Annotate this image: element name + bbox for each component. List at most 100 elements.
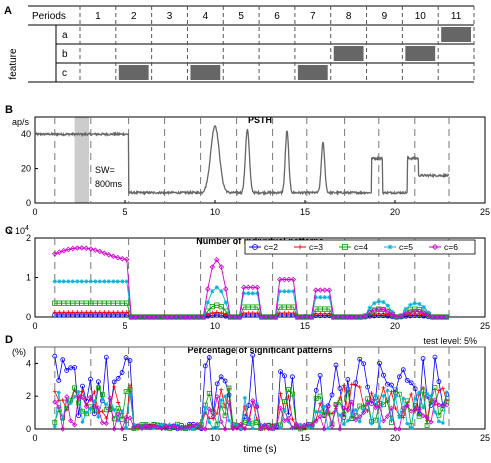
- pct-marker-c=3: [393, 406, 398, 411]
- series-marker-c=6: [250, 284, 256, 291]
- series-marker-c=5: [327, 295, 332, 300]
- pct-marker-c=2: [246, 403, 252, 408]
- pct-marker-c=6: [349, 399, 355, 405]
- pct-marker-c=5: [405, 421, 410, 426]
- pct-marker-c=3: [116, 400, 121, 405]
- series-marker-c=6: [434, 314, 441, 320]
- series-marker-c=5: [57, 279, 62, 284]
- pct-marker-c=6: [270, 425, 276, 432]
- series-marker-c=6: [191, 314, 198, 320]
- pct-marker-c=3: [389, 389, 394, 394]
- test-level-label: test level: 5%: [423, 336, 477, 346]
- pct-marker-c=5: [72, 394, 77, 399]
- series-marker-c=5: [120, 279, 125, 284]
- pct-marker-c=2: [119, 370, 125, 375]
- pct-marker-c=5: [341, 422, 346, 427]
- pct-marker-c=5: [349, 411, 354, 416]
- series-marker-c=6: [74, 245, 81, 251]
- pct-marker-c=2: [222, 378, 228, 384]
- pct-marker-c=5: [373, 393, 378, 398]
- pct-marker-c=3: [353, 383, 358, 388]
- series-marker-c=5: [408, 302, 413, 308]
- pct-marker-c=6: [103, 420, 109, 427]
- series-marker-c=3: [120, 310, 125, 315]
- plot-title-b: PSTH: [248, 115, 272, 125]
- series-marker-c=6: [160, 314, 166, 320]
- legend-label-c=5: c=5: [399, 242, 413, 252]
- series-marker-c=5: [417, 301, 422, 307]
- pct-marker-c=3: [92, 389, 97, 394]
- pct-marker-c=5: [278, 425, 283, 430]
- series-marker-c=6: [227, 314, 234, 320]
- series-marker-c=6: [385, 308, 391, 315]
- series-marker-c=6: [106, 251, 112, 258]
- pct-marker-c=3: [278, 391, 283, 396]
- pct-marker-c=5: [60, 417, 65, 422]
- series-marker-c=6: [344, 314, 351, 320]
- series-marker-c=6: [155, 314, 162, 320]
- pct-marker-c=4: [286, 387, 291, 393]
- pct-marker-c=3: [401, 415, 406, 420]
- pct-marker-c=6: [167, 424, 173, 430]
- pct-marker-c=2: [115, 376, 121, 381]
- panel-label-c: C: [5, 225, 13, 237]
- pct-marker-c=2: [218, 374, 224, 380]
- pct-marker-c=6: [174, 424, 181, 430]
- pct-marker-c=2: [282, 373, 287, 379]
- pct-marker-c=5: [345, 418, 350, 423]
- pct-marker-c=6: [384, 413, 391, 420]
- pct-marker-c=5: [381, 393, 386, 398]
- pct-marker-c=6: [210, 413, 216, 420]
- x-tick-label: 25: [480, 321, 490, 331]
- series-marker-c=4: [124, 300, 130, 306]
- x-tick-label: 20: [390, 433, 400, 443]
- pct-marker-c=5: [444, 390, 449, 395]
- pct-marker-c=3: [219, 387, 224, 392]
- series-marker-c=6: [322, 287, 328, 293]
- pct-marker-c=5: [88, 406, 93, 411]
- pct-marker-c=2: [88, 376, 93, 382]
- pct-marker-c=6: [246, 416, 252, 422]
- pct-marker-c=5: [211, 426, 216, 431]
- pct-marker-c=6: [64, 394, 70, 400]
- pct-marker-c=5: [100, 396, 105, 401]
- series-marker-c=6: [304, 314, 310, 320]
- series-marker-c=5: [111, 279, 116, 284]
- pct-marker-c=5: [262, 423, 267, 428]
- x-tick-label: 25: [480, 207, 490, 217]
- pct-marker-c=6: [372, 405, 379, 411]
- series-marker-c=6: [317, 287, 324, 293]
- pct-marker-c=5: [96, 414, 101, 419]
- pct-marker-c=5: [417, 390, 422, 395]
- series-marker-c=3: [61, 310, 66, 315]
- series-marker-c=5: [282, 289, 287, 294]
- pct-marker-c=2: [408, 380, 414, 386]
- legend-label-c=2: c=2: [264, 242, 278, 252]
- series-marker-c=5: [97, 279, 102, 284]
- pct-marker-c=6: [242, 426, 248, 432]
- pct-marker-c=6: [226, 400, 232, 406]
- series-marker-c=6: [52, 251, 58, 257]
- panel-label-a: A: [4, 5, 12, 17]
- pct-marker-c=3: [215, 410, 220, 415]
- y-tick-label: 0: [26, 198, 31, 208]
- pct-marker-c=4: [72, 385, 77, 391]
- active-cell-b-8: [333, 46, 364, 61]
- pct-marker-c=2: [396, 374, 402, 380]
- series-marker-c=6: [421, 309, 427, 316]
- plot-title-d: Percentage of significant patterns: [187, 345, 332, 355]
- pct-marker-c=5: [282, 408, 287, 413]
- pct-marker-c=2: [52, 353, 58, 359]
- pct-marker-c=6: [428, 419, 434, 425]
- x-tick-label: 0: [32, 433, 37, 443]
- pct-marker-c=5: [397, 415, 402, 420]
- x-tick-label: 10: [210, 207, 220, 217]
- series-marker-c=6: [268, 314, 274, 320]
- series-marker-c=6: [259, 314, 265, 320]
- pct-marker-c=4: [404, 398, 410, 404]
- series-marker-c=3: [210, 310, 215, 316]
- pct-marker-c=6: [56, 404, 62, 410]
- active-cell-c-2: [118, 65, 149, 80]
- pct-marker-c=5: [155, 424, 160, 429]
- series-marker-c=6: [173, 314, 180, 320]
